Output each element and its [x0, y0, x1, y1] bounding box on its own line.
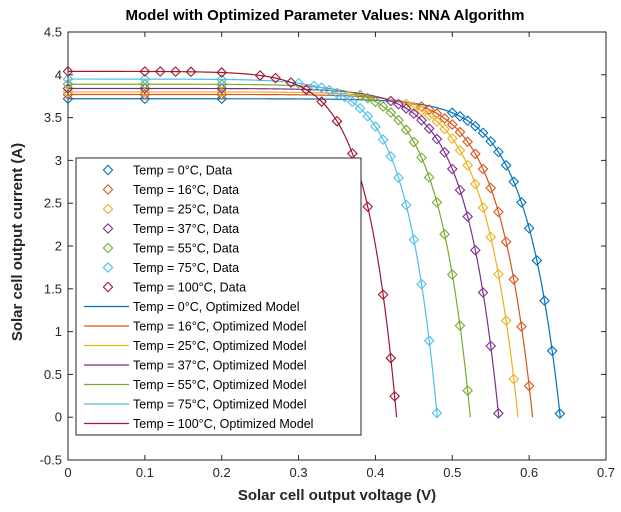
x-axis-title: Solar cell output voltage (V) — [238, 487, 436, 504]
legend-entry-model-37c: Temp = 37°C, Optimized Model — [133, 359, 306, 373]
y-tick-label: 0 — [55, 410, 62, 425]
x-tick-label: 0.2 — [213, 465, 231, 480]
legend-entry-model-25c: Temp = 25°C, Optimized Model — [133, 339, 306, 353]
x-tick-label: 0.5 — [443, 465, 461, 480]
y-tick-label: 2 — [55, 239, 62, 254]
y-axis-title: Solar cell output current (A) — [9, 143, 26, 341]
y-tick-label: -0.5 — [40, 453, 62, 468]
x-tick-label: 0.1 — [136, 465, 154, 480]
legend: Temp = 0°C, Data Temp = 16°C, Data Temp = … — [76, 158, 361, 435]
legend-entry-model-100c: Temp = 100°C, Optimized Model — [133, 417, 313, 431]
legend-entry-model-0c: Temp = 0°C, Optimized Model — [133, 300, 300, 314]
x-tick-label: 0.7 — [597, 465, 615, 480]
x-tick-label: 0 — [64, 465, 71, 480]
legend-entry-data-55c: Temp = 55°C, Data — [133, 242, 239, 256]
legend-entry-data-0c: Temp = 0°C, Data — [133, 164, 232, 178]
chart-title: Model with Optimized Parameter Values: N… — [126, 7, 525, 24]
legend-entry-model-16c: Temp = 16°C, Optimized Model — [133, 320, 306, 334]
legend-entry-model-55c: Temp = 55°C, Optimized Model — [133, 378, 306, 392]
x-tick-label: 0.4 — [366, 465, 384, 480]
x-tick-label: 0.3 — [290, 465, 308, 480]
y-tick-label: 3 — [55, 153, 62, 168]
legend-entry-data-37c: Temp = 37°C, Data — [133, 222, 239, 236]
legend-entry-model-75c: Temp = 75°C, Optimized Model — [133, 398, 306, 412]
y-tick-label: 1 — [55, 324, 62, 339]
y-tick-label: 4 — [55, 67, 62, 82]
legend-entry-data-25c: Temp = 25°C, Data — [133, 203, 239, 217]
legend-entry-data-16c: Temp = 16°C, Data — [133, 183, 239, 197]
legend-entry-data-75c: Temp = 75°C, Data — [133, 261, 239, 275]
y-tick-label: 0.5 — [44, 367, 62, 382]
y-tick-label: 4.5 — [44, 25, 62, 40]
y-tick-label: 2.5 — [44, 196, 62, 211]
legend-box — [76, 158, 361, 435]
y-tick-label: 1.5 — [44, 281, 62, 296]
x-tick-label: 0.6 — [520, 465, 538, 480]
legend-entry-data-100c: Temp = 100°C, Data — [133, 281, 246, 295]
y-tick-label: 3.5 — [44, 110, 62, 125]
